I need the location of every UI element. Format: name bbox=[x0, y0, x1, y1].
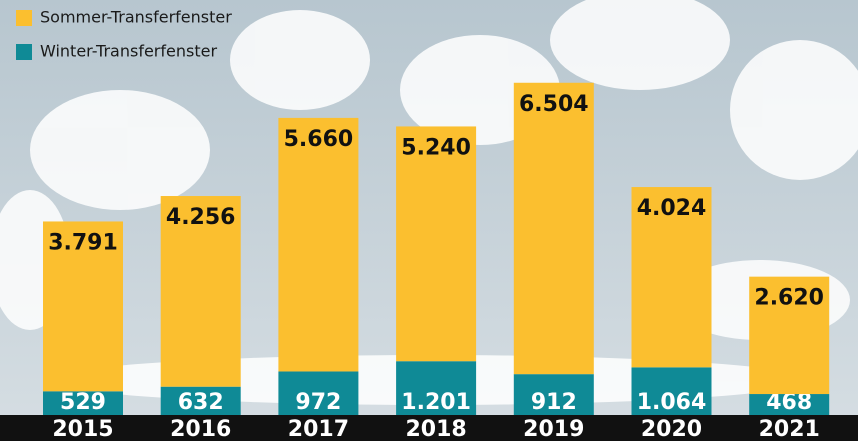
bar-segment bbox=[631, 367, 712, 415]
bar-segment bbox=[396, 361, 477, 415]
x-tick-label: 2016 bbox=[170, 417, 231, 441]
x-tick-label: 2017 bbox=[288, 417, 349, 441]
x-tick-label: 2018 bbox=[405, 417, 466, 441]
x-tick-label: 2020 bbox=[641, 417, 702, 441]
data-label: 4.256 bbox=[166, 205, 236, 230]
bar-segment bbox=[160, 386, 241, 415]
bar-segment bbox=[749, 394, 830, 415]
data-label: 468 bbox=[766, 390, 812, 415]
bar-segment bbox=[43, 391, 123, 415]
data-label: 5.240 bbox=[401, 135, 471, 160]
bar-segment bbox=[749, 276, 830, 395]
data-label: 972 bbox=[295, 390, 341, 415]
bar-segment bbox=[513, 82, 594, 375]
data-label: 1.064 bbox=[637, 390, 707, 415]
data-label: 5.660 bbox=[284, 127, 354, 152]
data-label: 1.201 bbox=[401, 390, 471, 415]
bar-segment bbox=[631, 187, 712, 368]
bar-segment bbox=[43, 221, 123, 392]
bar-segment bbox=[278, 117, 359, 372]
legend-label: Sommer-Transferfenster bbox=[40, 8, 232, 27]
data-label: 3.791 bbox=[48, 230, 118, 255]
legend-swatch bbox=[16, 10, 32, 26]
x-tick-label: 2015 bbox=[52, 417, 113, 441]
legend-label: Winter-Transferfenster bbox=[40, 42, 217, 61]
data-label: 632 bbox=[178, 390, 224, 415]
x-tick-label: 2019 bbox=[523, 417, 584, 441]
data-label: 2.620 bbox=[754, 286, 824, 311]
data-label: 529 bbox=[60, 390, 106, 415]
legend-swatch bbox=[16, 44, 32, 60]
data-label: 4.024 bbox=[637, 196, 707, 221]
data-label: 6.504 bbox=[519, 92, 589, 117]
bar-segment bbox=[278, 371, 359, 415]
axis-band bbox=[0, 415, 858, 441]
x-tick-label: 2021 bbox=[759, 417, 820, 441]
bar-segment bbox=[160, 196, 241, 387]
data-label: 912 bbox=[531, 390, 577, 415]
bar-segment bbox=[513, 374, 594, 415]
bar-segment bbox=[396, 126, 477, 362]
